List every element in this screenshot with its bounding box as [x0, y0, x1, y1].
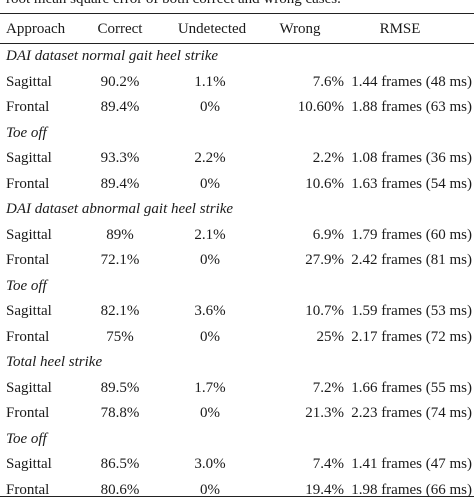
cell-approach: Sagittal — [6, 227, 52, 243]
cell-wrong: 21.3% — [305, 405, 344, 421]
cell-approach: Sagittal — [6, 74, 52, 90]
cell-correct: 78.8% — [100, 405, 140, 421]
table-row: Frontal 75% 0% 25% 2.17 frames (72 ms) — [0, 324, 474, 350]
cell-rmse: 1.59 frames (53 ms) — [351, 303, 472, 319]
cell-approach: Sagittal — [6, 150, 52, 166]
table-row: Sagittal 90.2% 1.1% 7.6% 1.44 frames (48 ms) — [0, 69, 474, 95]
section-title: Toe off — [6, 278, 47, 294]
cell-undetected: 0% — [200, 405, 220, 421]
cell-approach: Frontal — [6, 482, 50, 498]
cell-rmse: 1.98 frames (66 ms) — [351, 482, 472, 498]
cell-rmse: 1.66 frames (55 ms) — [351, 380, 472, 396]
cell-undetected: 1.7% — [194, 380, 226, 396]
cell-wrong: 7.2% — [312, 380, 344, 396]
cell-rmse: 2.17 frames (72 ms) — [351, 329, 472, 345]
cell-approach: Sagittal — [6, 303, 52, 319]
cell-wrong: 6.9% — [312, 227, 344, 243]
table-top-rule — [0, 13, 474, 15]
section-title: DAI dataset normal gait heel strike — [6, 48, 219, 64]
cell-approach: Sagittal — [6, 456, 52, 472]
header-approach: Approach — [6, 21, 66, 37]
header-correct: Correct — [97, 21, 143, 37]
table-bottom-rule — [0, 496, 474, 498]
cell-correct: 86.5% — [100, 456, 140, 472]
table-caption: root mean square error of both correct a… — [6, 0, 341, 8]
cell-approach: Frontal — [6, 405, 50, 421]
table-row: Frontal 89.4% 0% 10.60% 1.88 frames (63 ms) — [0, 94, 474, 120]
cell-approach: Sagittal — [6, 380, 52, 396]
table-header-rule — [0, 43, 474, 44]
cell-correct: 89.4% — [100, 176, 140, 192]
cell-correct: 75% — [106, 329, 134, 345]
table-header-row: Approach Correct Undetected Wrong RMSE — [0, 16, 474, 42]
cell-undetected: 2.1% — [194, 227, 226, 243]
cell-rmse: 2.23 frames (74 ms) — [351, 405, 472, 421]
cell-correct: 89% — [106, 227, 134, 243]
cell-approach: Frontal — [6, 329, 50, 345]
header-rmse: RMSE — [379, 21, 421, 37]
cell-undetected: 0% — [200, 329, 220, 345]
cell-approach: Frontal — [6, 252, 50, 268]
cell-undetected: 2.2% — [194, 150, 226, 166]
table-row: Frontal 89.4% 0% 10.6% 1.63 frames (54 ms) — [0, 171, 474, 197]
cell-correct: 72.1% — [100, 252, 140, 268]
cell-wrong: 10.6% — [305, 176, 344, 192]
cell-wrong: 27.9% — [305, 252, 344, 268]
cell-rmse: 1.08 frames (36 ms) — [351, 150, 472, 166]
table-row: Sagittal 82.1% 3.6% 10.7% 1.59 frames (53 ms… — [0, 298, 474, 324]
cell-rmse: 1.44 frames (48 ms) — [351, 74, 472, 90]
header-undetected: Undetected — [177, 21, 247, 37]
table-row: Sagittal 86.5% 3.0% 7.4% 1.41 frames (47 ms) — [0, 451, 474, 477]
table-row: Frontal 80.6% 0% 19.4% 1.98 frames (66 ms) — [0, 477, 474, 503]
cell-rmse: 1.41 frames (47 ms) — [351, 456, 472, 472]
cell-wrong: 7.6% — [312, 74, 344, 90]
cell-wrong: 25% — [316, 329, 345, 345]
cell-wrong: 7.4% — [312, 456, 344, 472]
cell-undetected: 0% — [200, 252, 220, 268]
section-title: Toe off — [6, 125, 47, 141]
cell-undetected: 1.1% — [194, 74, 226, 90]
cell-undetected: 3.6% — [194, 303, 226, 319]
table-row: Frontal 72.1% 0% 27.9% 2.42 frames (81 ms) — [0, 247, 474, 273]
cell-correct: 93.3% — [100, 150, 140, 166]
section-title: Total heel strike — [6, 354, 103, 370]
cell-correct: 89.5% — [100, 380, 140, 396]
cell-approach: Frontal — [6, 176, 50, 192]
cell-wrong: 19.4% — [305, 482, 344, 498]
section-title: DAI dataset abnormal gait heel strike — [6, 201, 234, 217]
cell-approach: Frontal — [6, 99, 50, 115]
header-wrong: Wrong — [279, 21, 321, 37]
cell-wrong: 10.7% — [305, 303, 344, 319]
cell-correct: 80.6% — [100, 482, 140, 498]
cell-rmse: 2.42 frames (81 ms) — [351, 252, 472, 268]
cell-undetected: 0% — [200, 482, 220, 498]
cell-correct: 82.1% — [100, 303, 140, 319]
cell-undetected: 0% — [200, 99, 220, 115]
cell-correct: 89.4% — [100, 99, 140, 115]
section-title: Toe off — [6, 431, 47, 447]
cell-undetected: 3.0% — [194, 456, 226, 472]
cell-correct: 90.2% — [100, 74, 140, 90]
table-row: Frontal 78.8% 0% 21.3% 2.23 frames (74 ms) — [0, 400, 474, 426]
cell-wrong: 2.2% — [312, 150, 344, 166]
cell-rmse: 1.79 frames (60 ms) — [351, 227, 472, 243]
cell-rmse: 1.63 frames (54 ms) — [351, 176, 472, 192]
cell-undetected: 0% — [200, 176, 220, 192]
cell-wrong: 10.60% — [297, 99, 344, 115]
table-row: Sagittal 89% 2.1% 6.9% 1.79 frames (60 ms) — [0, 222, 474, 248]
table-row: Sagittal 93.3% 2.2% 2.2% 1.08 frames (36 ms) — [0, 145, 474, 171]
cell-rmse: 1.88 frames (63 ms) — [351, 99, 472, 115]
table-row: Sagittal 89.5% 1.7% 7.2% 1.66 frames (55 ms) — [0, 375, 474, 401]
